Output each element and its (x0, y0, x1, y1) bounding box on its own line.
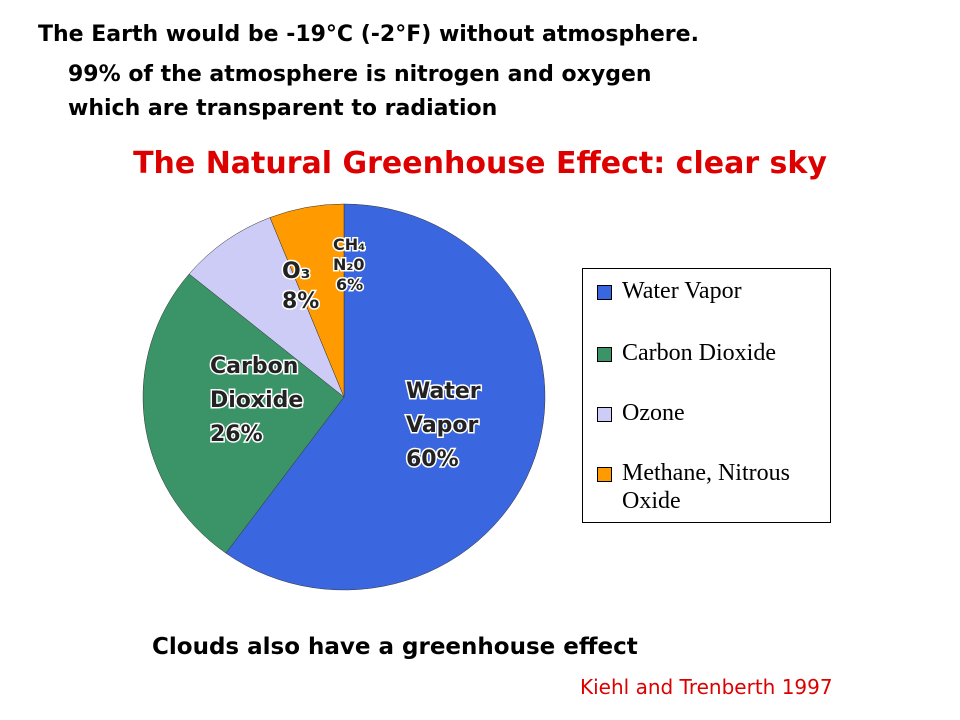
pie-slice (188, 217, 345, 398)
chart-title: The Natural Greenhouse Effect: clear sky (133, 146, 827, 181)
slice-label: Water Vapor (406, 379, 481, 438)
value-label: 6% (336, 275, 363, 294)
header-line: The Earth would be -19°C (-2°F) without … (38, 22, 699, 47)
slice-label: Carbon Dioxide (210, 354, 303, 413)
footer-note: Clouds also have a greenhouse effect (152, 634, 638, 660)
value-label: 8% (282, 289, 319, 314)
legend: Water Vapor Carbon Dioxide Ozone Methane, N… (582, 268, 831, 523)
header-line: 99% of the atmosphere is nitrogen and ox… (68, 62, 652, 87)
legend-swatch (597, 285, 612, 300)
value-label: 60% (406, 447, 459, 472)
legend-item: Water Vapor (597, 277, 822, 305)
header-line: which are transparent to radiation (68, 96, 498, 121)
legend-label: Methane, Nitrous Oxide (622, 460, 790, 514)
legend-label: Carbon Dioxide (622, 340, 776, 366)
slice-label: CH₄ N₂0 (333, 235, 365, 274)
legend-label: Ozone (622, 400, 685, 426)
legend-item: Ozone (597, 399, 822, 427)
legend-swatch (597, 407, 612, 422)
pie-slice (225, 203, 546, 591)
legend-label: Water Vapor (622, 278, 742, 304)
legend-swatch (597, 467, 612, 482)
legend-item: Methane, Nitrous Oxide (597, 459, 822, 515)
pie-slice (269, 203, 345, 398)
pie-slice (142, 273, 345, 554)
value-label: 26% (210, 422, 263, 447)
source: Kiehl and Trenberth 1997 (580, 675, 833, 699)
legend-swatch (597, 347, 612, 362)
slice-label: O₃ (282, 259, 310, 284)
legend-item: Carbon Dioxide (597, 339, 822, 367)
